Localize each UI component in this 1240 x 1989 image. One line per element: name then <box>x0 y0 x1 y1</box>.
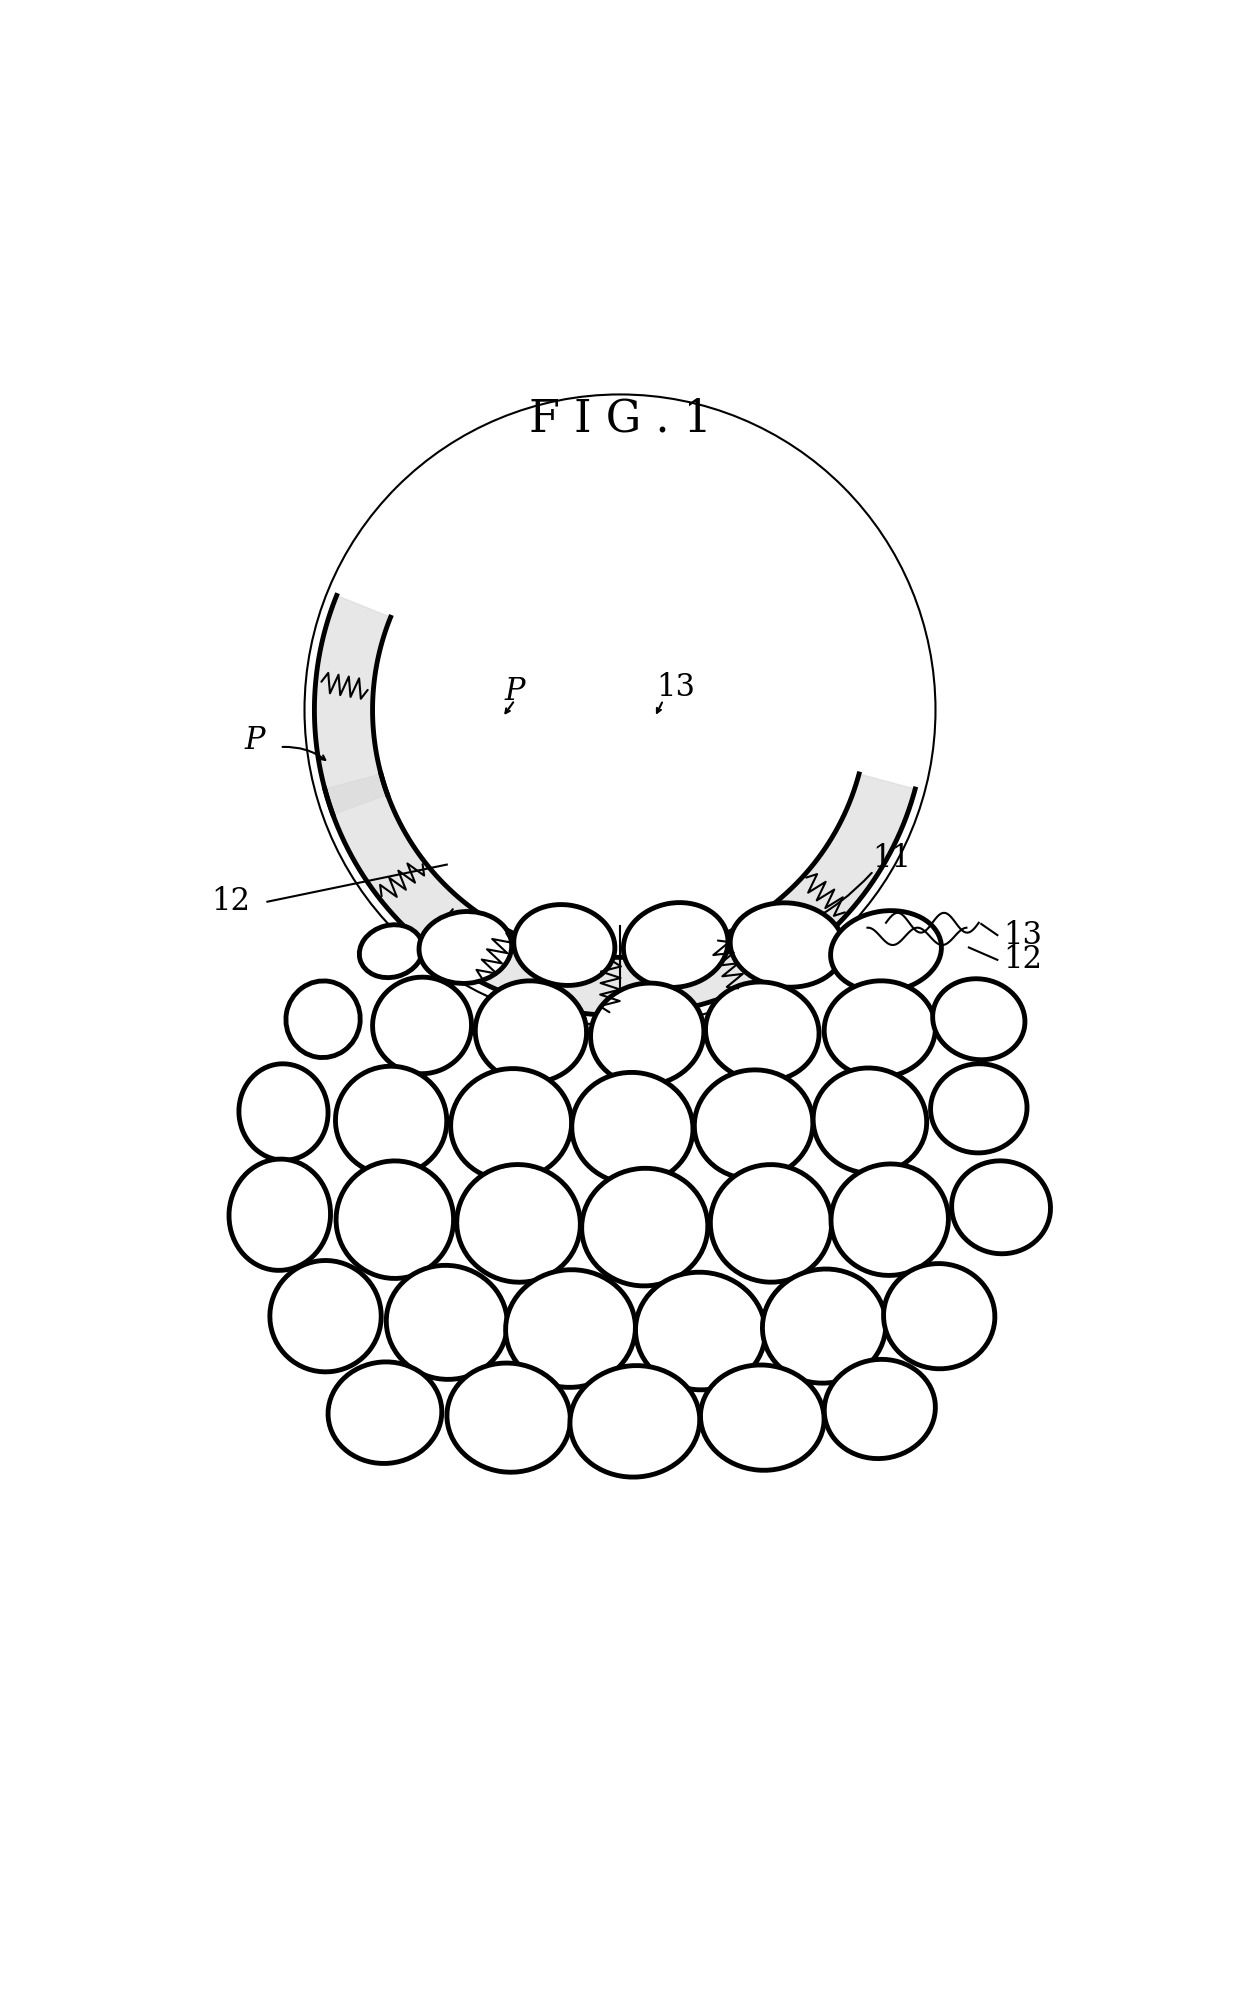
Ellipse shape <box>825 981 935 1078</box>
Text: 12: 12 <box>211 887 249 917</box>
Ellipse shape <box>336 1162 454 1279</box>
Ellipse shape <box>636 1273 765 1390</box>
Ellipse shape <box>329 1362 441 1464</box>
Polygon shape <box>325 774 915 1016</box>
Text: 11: 11 <box>873 843 911 873</box>
Ellipse shape <box>730 903 844 987</box>
Ellipse shape <box>706 983 820 1082</box>
Ellipse shape <box>825 1358 935 1458</box>
Ellipse shape <box>572 1072 693 1183</box>
Ellipse shape <box>456 1164 580 1283</box>
Text: P: P <box>244 726 265 756</box>
Ellipse shape <box>582 1168 708 1287</box>
Text: P: P <box>505 676 525 706</box>
Text: 13: 13 <box>1003 919 1043 951</box>
Ellipse shape <box>513 905 615 985</box>
Ellipse shape <box>624 903 728 987</box>
Ellipse shape <box>694 1070 813 1179</box>
Ellipse shape <box>446 1362 570 1472</box>
Ellipse shape <box>884 1263 994 1368</box>
Ellipse shape <box>419 911 512 983</box>
Ellipse shape <box>450 1068 572 1179</box>
Polygon shape <box>315 595 391 814</box>
Ellipse shape <box>930 1064 1027 1154</box>
Ellipse shape <box>932 979 1025 1060</box>
Ellipse shape <box>336 1066 446 1175</box>
Ellipse shape <box>372 977 471 1074</box>
Text: 12: 12 <box>1003 945 1043 975</box>
Ellipse shape <box>239 1064 329 1160</box>
Ellipse shape <box>711 1166 832 1283</box>
Text: 13: 13 <box>656 672 696 704</box>
Ellipse shape <box>387 1265 507 1380</box>
Ellipse shape <box>831 911 941 993</box>
Ellipse shape <box>270 1261 381 1372</box>
Ellipse shape <box>813 1068 926 1174</box>
Ellipse shape <box>506 1269 635 1388</box>
Ellipse shape <box>360 925 423 979</box>
Ellipse shape <box>229 1160 331 1271</box>
Ellipse shape <box>590 983 704 1086</box>
Ellipse shape <box>763 1269 885 1382</box>
Ellipse shape <box>951 1162 1050 1253</box>
Text: F I G . 1: F I G . 1 <box>528 398 712 442</box>
Ellipse shape <box>286 981 361 1058</box>
Ellipse shape <box>701 1364 825 1470</box>
Ellipse shape <box>570 1366 699 1478</box>
Ellipse shape <box>831 1164 949 1275</box>
Ellipse shape <box>475 981 587 1082</box>
